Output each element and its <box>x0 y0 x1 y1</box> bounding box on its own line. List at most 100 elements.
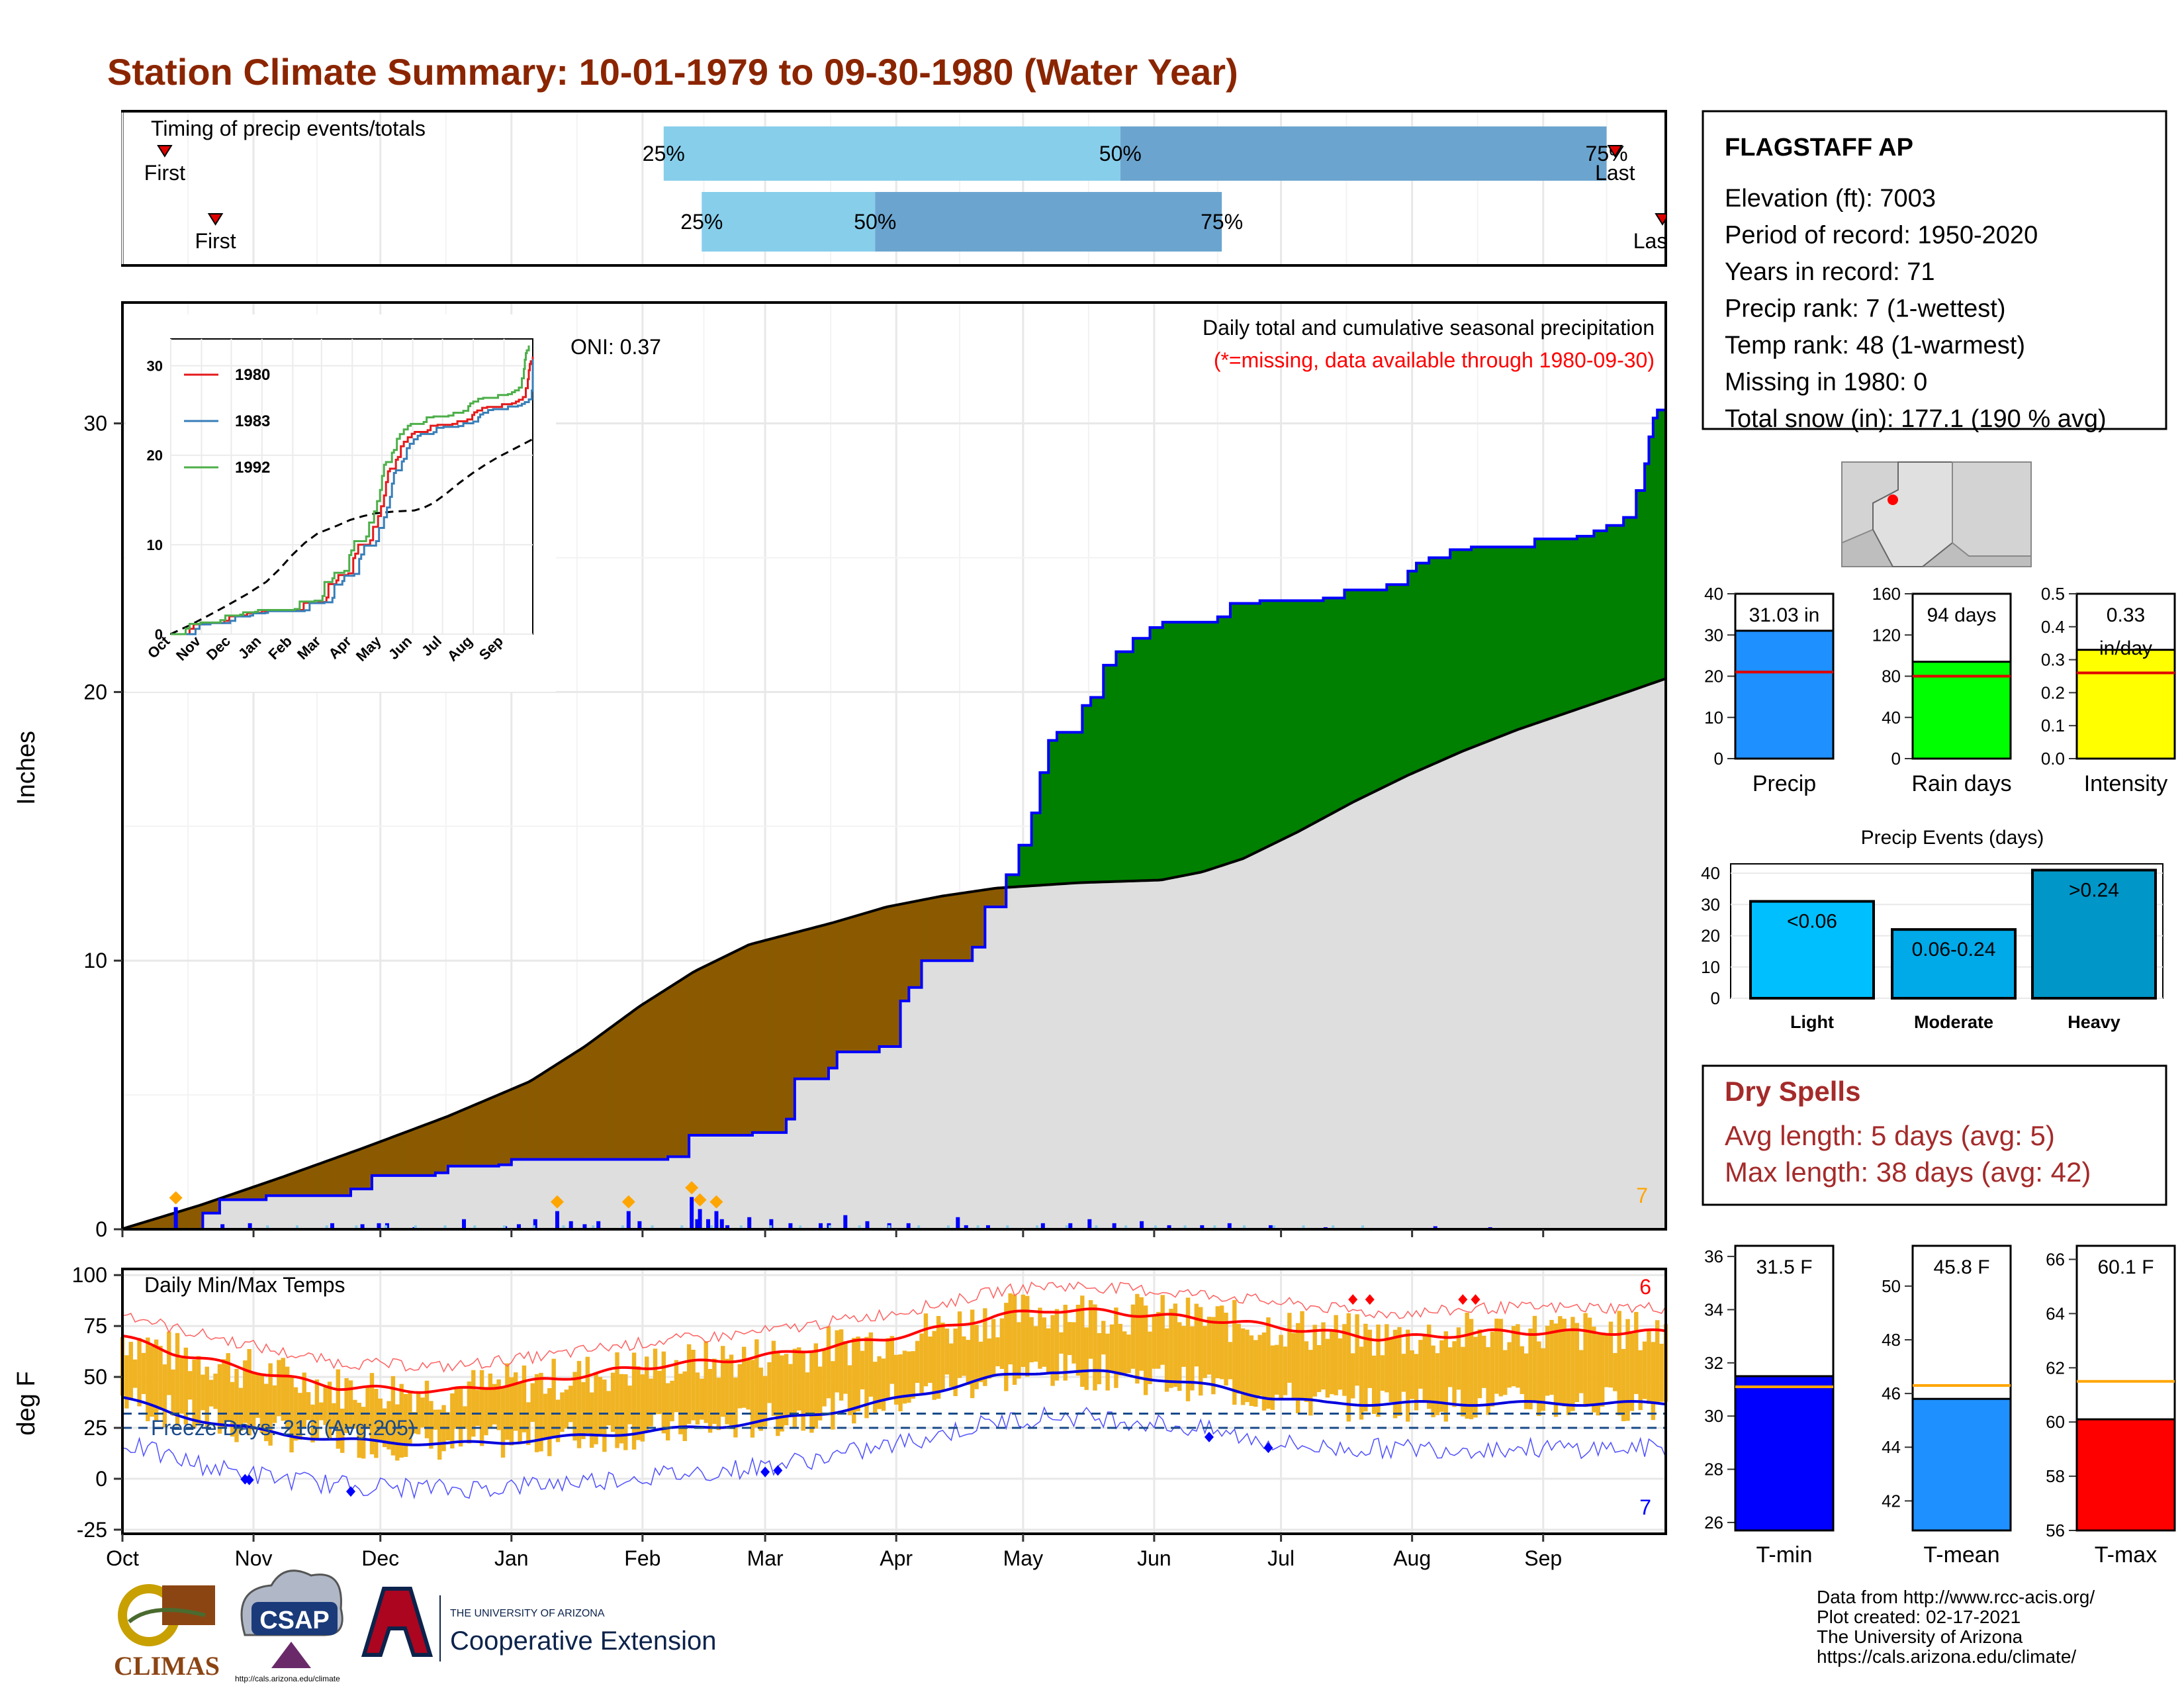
daily-temp-bar <box>484 1387 488 1436</box>
footer-line: Data from http://www.rcc-acis.org/ <box>1817 1587 2095 1607</box>
average-cumulative-line <box>121 677 1666 1231</box>
below-average-area <box>731 951 736 1136</box>
daily-temp-bar <box>179 1358 184 1414</box>
daily-temp-bar <box>1574 1323 1580 1403</box>
trace-precip-mark <box>1095 1225 1098 1229</box>
precip-panel-title: Daily total and cumulative seasonal prec… <box>1203 316 1655 340</box>
daily-temp-bar <box>1080 1295 1085 1387</box>
daily-temp-bar <box>167 1331 171 1395</box>
below-average-area <box>866 911 872 1053</box>
daily-temp-bar <box>602 1380 607 1452</box>
summary-y-tick-label: 62 <box>2046 1358 2065 1378</box>
daily-temp-bar <box>653 1348 658 1415</box>
daily-temp-bar <box>852 1338 856 1424</box>
daily-temp-bar <box>1253 1340 1258 1407</box>
below-average-area <box>828 922 833 1069</box>
daily-temp-bar <box>251 1373 256 1430</box>
daily-temp-bar <box>137 1338 142 1407</box>
daily-precip-bar <box>843 1215 848 1229</box>
above-average-area <box>1234 602 1240 862</box>
daily-temp-bar <box>1456 1327 1461 1390</box>
above-average-area <box>1251 602 1256 855</box>
above-average-area <box>1610 525 1615 698</box>
daily-temp-bar <box>1199 1307 1203 1396</box>
above-average-area <box>1373 589 1379 793</box>
summary-value-bar <box>2075 649 2176 760</box>
summary-y-tick-label: 64 <box>2046 1303 2065 1323</box>
daily-temp-bar <box>1075 1305 1081 1376</box>
daily-temp-bar <box>682 1371 687 1441</box>
daily-temp-bar <box>1461 1346 1465 1417</box>
daily-temp-bar <box>526 1402 531 1445</box>
daily-temp-bar <box>564 1389 569 1429</box>
below-average-area <box>312 1164 318 1196</box>
daily-temp-bar <box>716 1378 721 1430</box>
above-average-area <box>1073 731 1079 884</box>
below-average-area <box>929 897 935 961</box>
daily-temp-bar <box>1566 1329 1571 1415</box>
daily-temp-bar <box>1118 1323 1123 1376</box>
trace-precip-mark <box>1302 1225 1305 1229</box>
daily-temp-bar <box>505 1363 510 1440</box>
below-average-area <box>811 926 817 1080</box>
first-event-label: First <box>144 161 185 185</box>
daily-temp-bar <box>560 1392 565 1432</box>
daily-temp-bar <box>750 1360 755 1438</box>
trace-precip-mark <box>946 1225 950 1229</box>
above-average-area <box>1530 546 1535 726</box>
below-average-area <box>295 1170 300 1196</box>
avg-tmax-line <box>122 1307 1666 1394</box>
timing-title: Timing of precip events/totals <box>151 117 426 140</box>
above-average-area <box>1060 731 1066 884</box>
record-high-marker <box>1348 1294 1358 1305</box>
month-tick-label: Oct <box>106 1546 139 1570</box>
daily-temp-bar <box>1330 1329 1334 1395</box>
daily-temp-bar <box>277 1360 281 1417</box>
daily-temp-bar <box>581 1382 586 1440</box>
event-category-label: Moderate <box>1914 1012 1993 1032</box>
daily-temp-bar <box>1629 1333 1635 1411</box>
daily-temp-bar <box>124 1355 129 1409</box>
daily-temp-bar <box>188 1371 193 1400</box>
trace-precip-mark <box>503 1225 506 1229</box>
below-average-area <box>325 1159 330 1196</box>
daily-temp-bar <box>1558 1316 1563 1403</box>
events-y-tick-label: 40 <box>1701 863 1720 883</box>
daily-precip-bar <box>1227 1223 1232 1229</box>
locator-map <box>1841 461 2032 567</box>
above-average-area <box>1090 697 1095 883</box>
daily-temp-bar <box>1486 1347 1490 1415</box>
above-average-area <box>1124 651 1130 882</box>
above-average-area <box>1394 584 1400 782</box>
daily-temp-bar <box>1469 1319 1474 1419</box>
daily-temp-bar <box>205 1366 209 1427</box>
above-average-area <box>1212 622 1218 869</box>
daily-temp-bar <box>995 1337 1000 1366</box>
temp-y-tick-label: 0 <box>95 1467 107 1491</box>
record-low-marker <box>346 1486 356 1497</box>
month-tick-label: Aug <box>1393 1546 1431 1570</box>
below-average-area <box>523 1081 529 1160</box>
daily-temp-bar <box>741 1346 747 1408</box>
below-average-area <box>396 1133 402 1176</box>
daily-precip-bar <box>1268 1225 1273 1229</box>
above-average-area <box>1348 589 1353 806</box>
below-average-area <box>405 1130 410 1176</box>
trace-precip-mark <box>769 1225 772 1229</box>
daily-precip-bar <box>747 1217 752 1229</box>
above-average-area <box>1343 589 1349 808</box>
first-event-label: First <box>195 229 236 253</box>
avg-tmin-line <box>122 1369 1666 1446</box>
below-average-area <box>672 982 677 1157</box>
daily-temp-bar <box>898 1354 903 1412</box>
below-average-area <box>938 895 943 961</box>
above-average-area <box>1107 665 1113 882</box>
event-category-label: Light <box>1790 1012 1834 1032</box>
below-average-area <box>177 1210 182 1230</box>
trace-precip-mark <box>1361 1225 1364 1229</box>
daily-temp-bar <box>1059 1332 1064 1354</box>
summary-value-label: 94 days <box>1927 604 1996 626</box>
daily-temp-bar <box>445 1412 451 1441</box>
daily-temp-bar <box>1017 1322 1021 1379</box>
below-average-area <box>553 1062 559 1160</box>
